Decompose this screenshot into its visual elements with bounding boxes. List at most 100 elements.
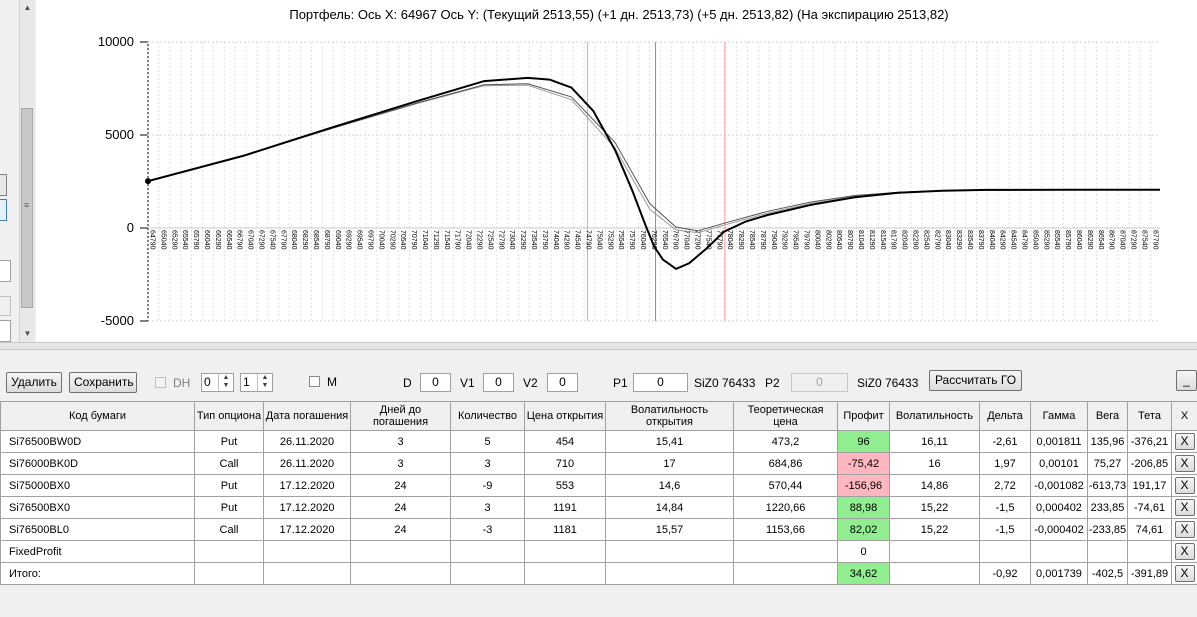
column-header[interactable]: Волатильность xyxy=(889,401,980,431)
table-cell[interactable]: -74,61 xyxy=(1127,496,1172,519)
table-cell[interactable]: 17.12.2020 xyxy=(263,474,351,497)
column-header[interactable]: Гамма xyxy=(1030,401,1088,431)
table-cell[interactable]: Si76500BX0 xyxy=(0,496,195,519)
delete-button[interactable]: Удалить xyxy=(6,372,62,393)
table-cell[interactable]: Call xyxy=(194,518,264,541)
column-header[interactable]: X xyxy=(1171,401,1197,431)
table-cell[interactable]: 14,84 xyxy=(605,496,734,519)
column-header[interactable]: Дата погашения xyxy=(263,401,351,431)
column-header[interactable]: Волатильность открытия xyxy=(605,401,734,431)
table-cell[interactable]: 0,001739 xyxy=(1030,562,1088,585)
table-cell[interactable]: 14,86 xyxy=(889,474,980,497)
profit-cell[interactable]: 88,98 xyxy=(837,496,890,519)
table-cell[interactable]: 454 xyxy=(524,430,606,453)
table-cell[interactable]: 553 xyxy=(524,474,606,497)
table-cell[interactable]: 16,11 xyxy=(889,430,980,453)
scroll-thumb[interactable]: ≡ xyxy=(21,108,33,308)
table-cell[interactable]: 684,86 xyxy=(733,452,838,475)
table-cell[interactable] xyxy=(524,562,606,585)
table-cell[interactable]: Si76500BL0 xyxy=(0,518,195,541)
profit-cell[interactable]: -156,96 xyxy=(837,474,890,497)
table-cell[interactable]: 191,17 xyxy=(1127,474,1172,497)
table-cell[interactable]: -391,89 xyxy=(1127,562,1172,585)
table-cell[interactable] xyxy=(524,540,606,563)
table-cell[interactable]: 16 xyxy=(889,452,980,475)
save-button[interactable]: Сохранить xyxy=(69,372,137,393)
remove-row-button[interactable]: X xyxy=(1174,455,1195,472)
column-header[interactable]: Дней до погашения xyxy=(350,401,451,431)
table-cell[interactable]: -9 xyxy=(450,474,525,497)
table-cell[interactable]: 710 xyxy=(524,452,606,475)
table-cell[interactable] xyxy=(889,540,980,563)
spin-down-icon[interactable]: ▼ xyxy=(222,382,230,389)
table-cell[interactable]: 1153,66 xyxy=(733,518,838,541)
scroll-up-arrow-icon[interactable]: ▲ xyxy=(23,3,32,12)
table-cell[interactable] xyxy=(263,540,351,563)
table-cell[interactable]: -0,001082 xyxy=(1030,474,1088,497)
table-cell[interactable]: -402,5 xyxy=(1087,562,1128,585)
column-header[interactable]: Дельта xyxy=(979,401,1031,431)
p1-input[interactable]: 0 xyxy=(633,373,688,392)
profit-cell[interactable]: -75,42 xyxy=(837,452,890,475)
table-cell[interactable]: Si75000BX0 xyxy=(0,474,195,497)
column-header[interactable]: Количество xyxy=(450,401,525,431)
table-cell[interactable]: FixedProfit xyxy=(0,540,195,563)
remove-row-button[interactable]: X xyxy=(1174,499,1195,516)
table-row[interactable]: Si75000BX0 Put 17.12.2020 24 -9 553 14,6 570,44… xyxy=(0,474,1197,497)
table-cell[interactable]: 14,6 xyxy=(605,474,734,497)
table-cell[interactable]: -3 xyxy=(450,518,525,541)
table-cell[interactable]: Put xyxy=(194,430,264,453)
table-row[interactable]: Si76000BK0D Call 26.11.2020 3 3 710 17 684,86 -7… xyxy=(0,452,1197,475)
v2-input[interactable]: 0 xyxy=(547,373,578,392)
table-cell[interactable]: 473,2 xyxy=(733,430,838,453)
table-cell[interactable] xyxy=(350,562,451,585)
table-cell[interactable]: 3 xyxy=(450,452,525,475)
table-cell[interactable]: 1,97 xyxy=(979,452,1031,475)
table-row[interactable]: Si76500BW0D Put 26.11.2020 3 5 454 15,41 473,2 9… xyxy=(0,430,1197,453)
left-panel-control-1[interactable] xyxy=(0,174,7,196)
table-cell[interactable] xyxy=(605,540,734,563)
table-cell[interactable] xyxy=(450,540,525,563)
table-cell[interactable] xyxy=(263,562,351,585)
table-cell[interactable]: -376,21 xyxy=(1127,430,1172,453)
table-cell[interactable]: 15,41 xyxy=(605,430,734,453)
table-cell[interactable]: 3 xyxy=(450,496,525,519)
column-header[interactable]: Цена открытия xyxy=(524,401,606,431)
table-cell[interactable]: 2,72 xyxy=(979,474,1031,497)
table-cell[interactable]: 1181 xyxy=(524,518,606,541)
table-cell[interactable]: 15,57 xyxy=(605,518,734,541)
scroll-down-arrow-icon[interactable]: ▼ xyxy=(23,329,32,338)
spin-down-icon[interactable]: ▼ xyxy=(261,382,269,389)
table-cell[interactable]: 0,000402 xyxy=(1030,496,1088,519)
spin-up-icon[interactable]: ▲ xyxy=(222,374,230,381)
calculate-go-button[interactable]: Рассчитать ГО xyxy=(929,370,1022,391)
table-cell[interactable]: 74,61 xyxy=(1127,518,1172,541)
left-panel-control-4[interactable] xyxy=(0,296,11,316)
table-row[interactable]: FixedProfit 0 X xyxy=(0,540,1197,563)
table-cell[interactable]: Put xyxy=(194,474,264,497)
table-cell[interactable]: -1,5 xyxy=(979,496,1031,519)
column-header[interactable]: Код бумаги xyxy=(0,401,195,431)
column-header[interactable]: Вега xyxy=(1087,401,1128,431)
table-row[interactable]: Si76500BL0 Call 17.12.2020 24 -3 1181 15,57 115… xyxy=(0,518,1197,541)
spin-input-2-arrows[interactable]: ▲ ▼ xyxy=(257,374,272,391)
table-cell[interactable]: 15,22 xyxy=(889,496,980,519)
spin-input-1-arrows[interactable]: ▲ ▼ xyxy=(218,374,233,391)
table-cell[interactable]: 17.12.2020 xyxy=(263,518,351,541)
table-cell[interactable] xyxy=(889,562,980,585)
table-cell[interactable]: 26.11.2020 xyxy=(263,452,351,475)
profit-cell[interactable]: 82,02 xyxy=(837,518,890,541)
table-row[interactable]: Si76500BX0 Put 17.12.2020 24 3 1191 14,84 1220,… xyxy=(0,496,1197,519)
table-cell[interactable] xyxy=(1030,540,1088,563)
table-cell[interactable] xyxy=(194,540,264,563)
column-header[interactable]: Тип опциона xyxy=(194,401,264,431)
table-cell[interactable]: 3 xyxy=(350,452,451,475)
column-header[interactable]: Теоретическая цена xyxy=(733,401,838,431)
left-panel-scrollbar[interactable]: ▲ ≡ ▼ xyxy=(19,0,35,342)
v1-input[interactable]: 0 xyxy=(483,373,514,392)
table-cell[interactable]: Итого: xyxy=(0,562,195,585)
table-cell[interactable]: 1220,66 xyxy=(733,496,838,519)
remove-row-button[interactable]: X xyxy=(1174,433,1195,450)
panel-splitter[interactable] xyxy=(0,342,1197,350)
table-cell[interactable]: 233,85 xyxy=(1087,496,1128,519)
